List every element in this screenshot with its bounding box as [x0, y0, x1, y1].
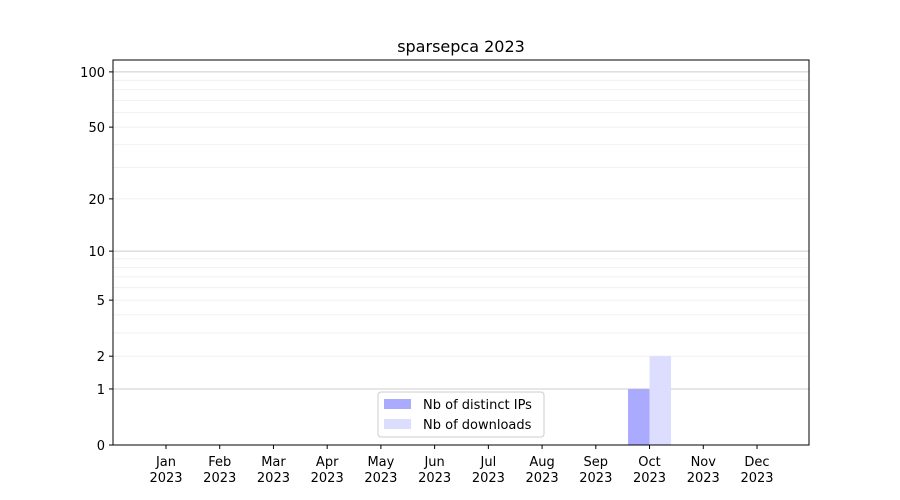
- y-tick-label: 2: [97, 350, 105, 365]
- x-tick-label: Feb 2023: [203, 455, 236, 486]
- x-tick-label: Jun 2023: [418, 455, 451, 486]
- x-axis: Jan 2023 Feb 2023 Mar 2023 Apr 2023 May 2023 Jun 20…: [149, 445, 774, 486]
- legend-label: Nb of distinct IPs: [423, 398, 532, 413]
- bar-downloads: [649, 356, 672, 445]
- bars: [628, 356, 672, 445]
- x-tick-label: Aug 2023: [526, 455, 559, 486]
- plot-frame: [112, 59, 810, 446]
- x-tick-label: Jan 2023: [149, 455, 182, 486]
- x-tick-label: Apr 2023: [311, 455, 344, 486]
- x-tick-label: Oct 2023: [633, 455, 666, 486]
- legend-label: Nb of downloads: [423, 418, 532, 433]
- y-tick-label: 20: [88, 193, 105, 208]
- y-tick-label: 50: [88, 121, 105, 136]
- bar-distinct-ips: [628, 388, 650, 445]
- chart-title: sparsepca 2023: [397, 37, 525, 56]
- legend-swatch: [384, 419, 411, 429]
- x-tick-label: Dec 2023: [740, 455, 773, 486]
- legend: Nb of distinct IPs Nb of downloads: [377, 391, 545, 438]
- x-tick-label: Mar 2023: [257, 455, 290, 486]
- y-tick-label: 100: [80, 66, 105, 81]
- grid: [113, 71, 809, 390]
- y-tick-label: 5: [97, 294, 105, 309]
- x-tick-label: Sep 2023: [579, 455, 612, 486]
- y-tick-label: 0: [97, 439, 105, 454]
- x-tick-label: Nov 2023: [687, 455, 720, 486]
- legend-box: [377, 391, 545, 438]
- x-tick-label: Jul 2023: [472, 455, 505, 486]
- y-tick-label: 1: [97, 383, 105, 398]
- y-axis: 0 1 2 5 10 20 50 100: [80, 66, 113, 454]
- x-tick-label: May 2023: [364, 455, 397, 486]
- legend-swatch: [384, 399, 411, 409]
- y-tick-label: 10: [88, 245, 105, 260]
